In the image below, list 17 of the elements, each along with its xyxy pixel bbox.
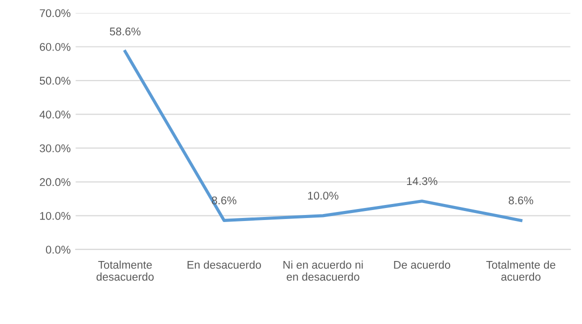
y-tick-label: 70.0% (40, 9, 70, 18)
y-tick-label: 60.0% (40, 43, 70, 51)
y-tick-label: 50.0% (40, 76, 70, 85)
data-label: 10.0% (308, 192, 338, 200)
y-tick-label: 10.0% (40, 212, 70, 220)
x-tick-label: De acuerdo (394, 260, 450, 269)
y-tick-label: 30.0% (40, 144, 70, 152)
data-label: 8.6% (508, 196, 534, 204)
x-tick-label: En desacuerdo (188, 260, 261, 269)
y-tick-label: 0.0% (46, 246, 70, 254)
y-tick-label: 40.0% (40, 110, 70, 118)
x-tick-label: Totalmente desacuerdo (96, 260, 154, 281)
x-tick-label: Totalmente de acuerdo (486, 260, 556, 281)
data-label: 58.6% (110, 28, 140, 36)
x-tick-label: Ni en acuerdo ni en desacuerdo (283, 260, 363, 281)
y-tick-label: 20.0% (40, 178, 70, 186)
data-label: 14.3% (407, 177, 438, 186)
